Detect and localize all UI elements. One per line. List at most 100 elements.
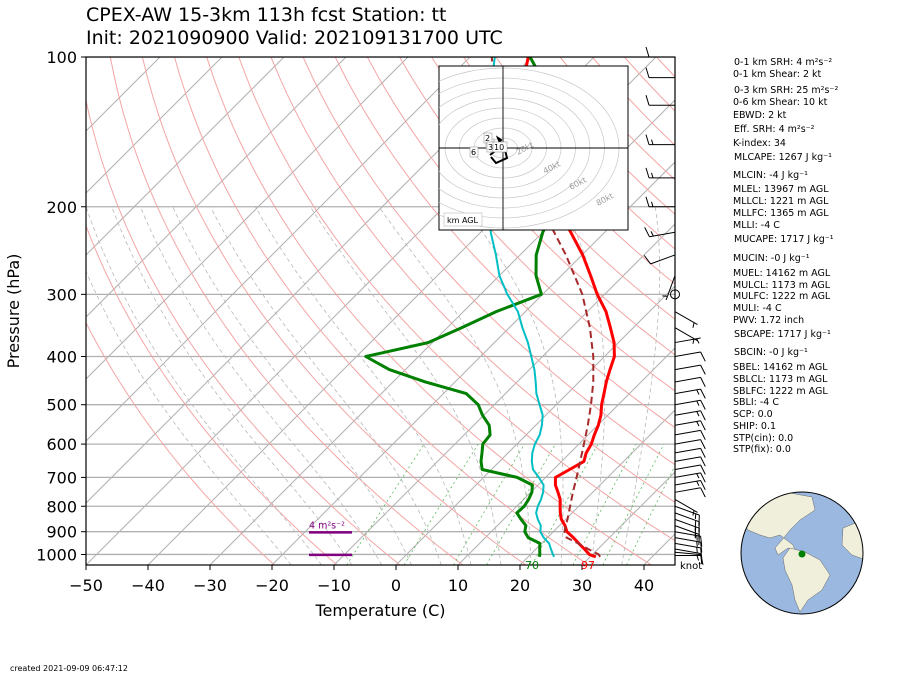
y-tick-label: 700 xyxy=(46,468,77,487)
wetbulb-line xyxy=(487,57,556,558)
x-tick-label: −50 xyxy=(69,576,103,595)
station-marker xyxy=(798,550,806,558)
wind-barb xyxy=(674,480,706,491)
dry-adiabat xyxy=(270,57,675,503)
moist-adiabat xyxy=(111,206,353,565)
isotherm xyxy=(86,57,471,442)
mixing-ratio-line xyxy=(453,443,525,565)
x-tick-label: −10 xyxy=(317,576,351,595)
isotherm xyxy=(457,347,675,565)
dry-adiabat xyxy=(366,57,675,392)
wind-units-label: knot xyxy=(680,561,702,572)
index-line: EBWD: 2 kt xyxy=(733,110,787,121)
index-line: SBCAPE: 1717 J kg⁻¹ xyxy=(734,329,831,340)
wind-barb xyxy=(674,337,701,344)
index-line: PWV: 1.72 inch xyxy=(733,315,805,326)
moist-adiabat xyxy=(310,206,502,565)
wind-barb xyxy=(674,531,703,547)
y-tick-label: 800 xyxy=(46,497,77,516)
y-tick-label: 300 xyxy=(46,285,77,304)
isotherm xyxy=(519,409,675,565)
y-tick-label: 900 xyxy=(46,523,77,542)
wind-barb xyxy=(674,429,706,440)
index-line: 0-1 km Shear: 2 kt xyxy=(733,69,822,80)
index-line: 0-6 km Shear: 10 kt xyxy=(733,97,828,108)
isotherm xyxy=(209,99,675,565)
dry-adiabat xyxy=(86,224,338,565)
wind-barb xyxy=(674,505,700,526)
index-line: MUCIN: -0 J kg⁻¹ xyxy=(733,253,810,264)
index-line: MLLCL: 1221 m AGL xyxy=(733,196,829,207)
hodograph-units-label: km AGL xyxy=(447,216,479,225)
y-tick-label: 1000 xyxy=(36,545,77,564)
chart-subtitle: Init: 2021090900 Valid: 202109131700 UTC xyxy=(86,27,503,49)
dry-adiabat xyxy=(141,57,526,565)
index-line: SBLCL: 1173 m AGL xyxy=(733,374,828,385)
index-line: SHIP: 0.1 xyxy=(733,421,777,432)
isotherm xyxy=(86,57,161,132)
index-line: MULCL: 1173 m AGL xyxy=(733,280,831,291)
moist-adiabat xyxy=(562,206,606,565)
hodograph-height-label: 2 xyxy=(485,134,490,143)
hodograph-legend-box xyxy=(443,212,483,227)
moist-adiabat xyxy=(140,206,383,565)
isotherm xyxy=(333,223,675,565)
temperature-line xyxy=(516,57,616,559)
wind-barb xyxy=(674,311,698,328)
mixing-ratio-line xyxy=(626,464,675,565)
isotherm xyxy=(86,57,223,194)
mixing-ratio-line xyxy=(531,443,599,565)
moist-adiabat xyxy=(621,206,661,565)
moist-adiabat xyxy=(86,270,292,565)
isotherm xyxy=(86,57,409,380)
index-line: MLLI: -4 C xyxy=(733,220,780,231)
x-tick-label: −20 xyxy=(255,576,289,595)
dry-adiabat xyxy=(238,57,675,542)
wind-barb xyxy=(674,410,706,421)
dry-adiabat xyxy=(431,57,675,320)
wind-barb xyxy=(645,167,676,179)
dry-adiabat xyxy=(86,98,401,565)
mixing-ratio-line xyxy=(602,443,665,565)
wind-barb xyxy=(662,275,676,301)
index-line: MLLFC: 1365 m AGL xyxy=(733,208,829,219)
wind-barb xyxy=(645,46,675,58)
dewpoint-line xyxy=(364,57,575,558)
wind-barb xyxy=(674,548,703,564)
index-line: SBLFC: 1222 m AGL xyxy=(733,386,828,397)
index-line: K-index: 34 xyxy=(733,138,786,149)
isotherm xyxy=(271,161,675,565)
wind-barb xyxy=(643,254,676,265)
wind-barb xyxy=(674,376,706,388)
hodograph-height-box xyxy=(492,141,508,153)
wind-barb xyxy=(645,67,676,79)
x-tick-label: 30 xyxy=(572,576,592,595)
dry-adiabat xyxy=(302,57,675,466)
y-axis-label: Pressure (hPa) xyxy=(4,254,23,369)
mixing-ratio-line xyxy=(346,443,425,565)
hodograph-height-label: 3 xyxy=(488,143,493,152)
wind-barb xyxy=(674,456,706,467)
surface-temperature-label: 97 xyxy=(581,559,595,572)
index-line: STP(cin): 0.0 xyxy=(733,433,794,444)
isotherm xyxy=(86,57,347,318)
dry-adiabat xyxy=(334,57,675,429)
wind-barb xyxy=(674,472,706,483)
index-line: 0-1 km SRH: 4 m²s⁻² xyxy=(734,57,833,68)
wind-barb xyxy=(645,134,676,146)
y-tick-label: 600 xyxy=(46,435,77,454)
index-line: SBEL: 14162 m AGL xyxy=(733,362,828,373)
wind-barb xyxy=(674,447,706,458)
wind-barb xyxy=(645,95,676,106)
wind-barb xyxy=(674,542,703,559)
index-line: SCP: 0.0 xyxy=(733,409,773,420)
srh-label: 4 m²s⁻² xyxy=(309,520,345,531)
mixing-ratio-line xyxy=(486,443,556,565)
x-axis-label: Temperature (C) xyxy=(314,601,445,620)
y-tick-label: 100 xyxy=(46,48,77,67)
index-line: MULI: -4 C xyxy=(733,303,782,314)
index-line: MLCIN: -4 J kg⁻¹ xyxy=(733,170,808,181)
wind-barb xyxy=(674,487,706,498)
y-tick-label: 200 xyxy=(46,198,77,217)
